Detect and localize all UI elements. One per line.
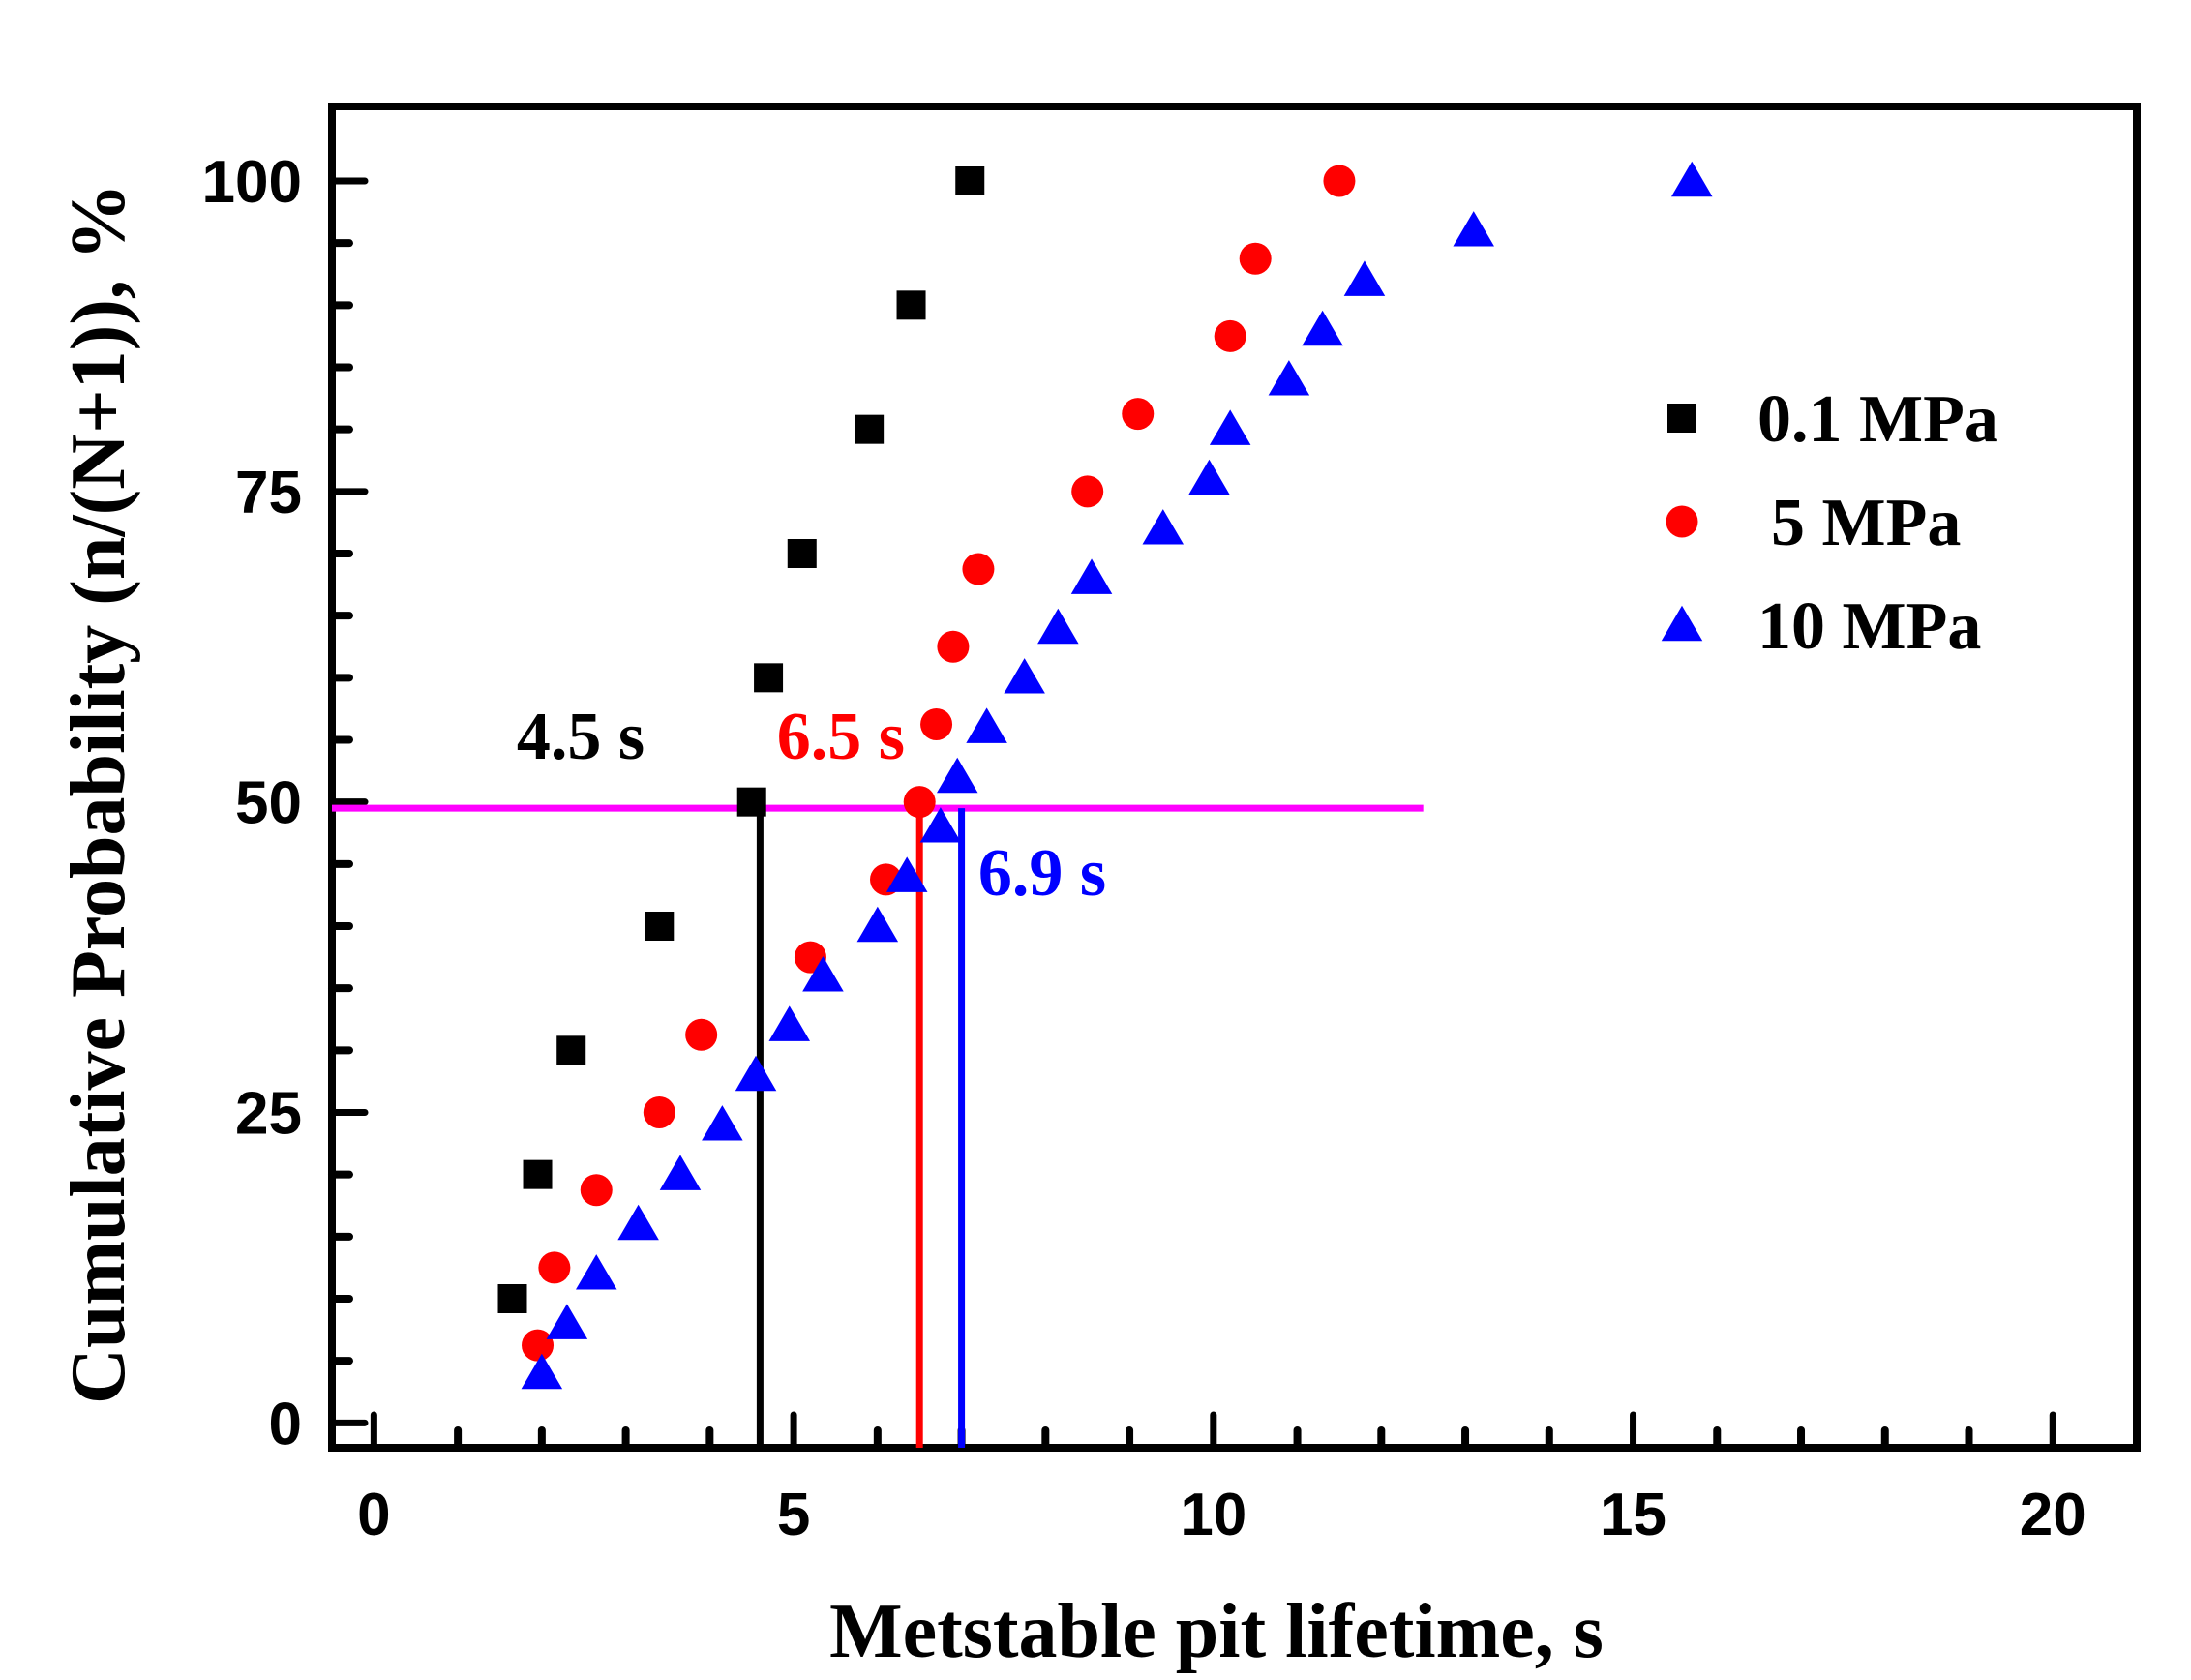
triangle-point (1453, 211, 1494, 247)
circle-point (903, 786, 936, 819)
y-tick-label: 100 (202, 149, 302, 216)
reference-lines (332, 804, 1424, 1448)
x-tick-label: 10 (1180, 1482, 1246, 1548)
triangle-point (575, 1254, 617, 1290)
plot-frame (328, 103, 2141, 1452)
y-tick-label: 0 (269, 1391, 302, 1457)
y-tick-label: 25 (235, 1081, 302, 1148)
x-tick-label: 0 (357, 1482, 390, 1548)
y-tick-labels: 0 25 50 75 100 (202, 149, 302, 1457)
circle-point (1214, 319, 1246, 352)
y-tick-label: 75 (235, 460, 302, 526)
triangle-point (1268, 360, 1310, 396)
triangle-point (617, 1204, 659, 1241)
triangle-point (1209, 409, 1251, 445)
y-tick-label: 50 (235, 770, 302, 837)
triangle-point (802, 956, 844, 992)
x-tick-label: 5 (777, 1482, 810, 1548)
square-point (556, 1035, 586, 1065)
legend-label: 10 MPa (1757, 589, 1981, 664)
legend-label: 0.1 MPa (1757, 382, 1998, 457)
square-point (645, 912, 675, 941)
square-point (955, 166, 985, 195)
triangle-point (936, 757, 978, 794)
circle-point (685, 1018, 718, 1051)
circle-point (1239, 242, 1272, 275)
square-point (855, 414, 885, 444)
circle-point (580, 1174, 613, 1207)
circle-point (1071, 475, 1104, 508)
circle-point (1323, 165, 1356, 197)
triangle-point (966, 707, 1007, 743)
square-point (497, 1284, 527, 1313)
triangle-point (546, 1304, 588, 1339)
circle-point (937, 630, 970, 663)
square-point (787, 539, 817, 568)
triangle-point (521, 1353, 563, 1390)
x-tick-label: 15 (1600, 1482, 1666, 1548)
legend: 0.1 MPa 5 MPa 10 MPa (1661, 382, 1998, 664)
circle-point (643, 1096, 675, 1128)
triangle-point (1037, 608, 1079, 645)
median-annotation: 4.5 s (517, 700, 645, 774)
circle-point (1122, 398, 1155, 431)
triangle-point (702, 1105, 743, 1141)
square-point (736, 787, 766, 817)
triangle-point (1343, 260, 1386, 296)
triangle-point (1142, 509, 1185, 545)
circle-point (522, 1329, 555, 1362)
triangle-point (1004, 658, 1045, 694)
triangle-point (1670, 161, 1713, 197)
triangle-point (856, 906, 899, 943)
legend-circle-marker (1666, 505, 1698, 538)
annotations: 4.5 s 6.5 s 6.9 s (517, 700, 1106, 911)
triangle-point (768, 1005, 811, 1041)
triangle-point (735, 1055, 777, 1092)
circle-point (962, 553, 995, 585)
triangle-point (885, 856, 928, 892)
triangle-point (1302, 310, 1343, 346)
median-annotation: 6.9 s (978, 836, 1106, 911)
circle-point (538, 1251, 571, 1284)
square-point (523, 1159, 553, 1189)
axis-ticks (328, 177, 2056, 1452)
x-tick-label: 20 (2020, 1482, 2086, 1548)
square-point (754, 663, 784, 693)
median-annotation: 6.5 s (777, 700, 905, 774)
triangle-point (1188, 459, 1230, 495)
legend-label: 5 MPa (1771, 486, 1961, 560)
legend-square-marker (1667, 404, 1696, 433)
circle-point (920, 707, 953, 740)
x-axis-title: Metstable pit lifetime, s (829, 1589, 1604, 1674)
x-tick-labels: 0 5 10 15 20 (357, 1482, 2086, 1548)
data-points (497, 161, 1713, 1390)
triangle-point (919, 807, 962, 843)
triangle-point (659, 1155, 702, 1190)
triangle-point (1070, 558, 1113, 594)
square-point (896, 290, 926, 320)
legend-triangle-marker (1661, 605, 1703, 642)
y-axis-title: Cumulative Probability (n/(N+1)), % (56, 183, 141, 1404)
